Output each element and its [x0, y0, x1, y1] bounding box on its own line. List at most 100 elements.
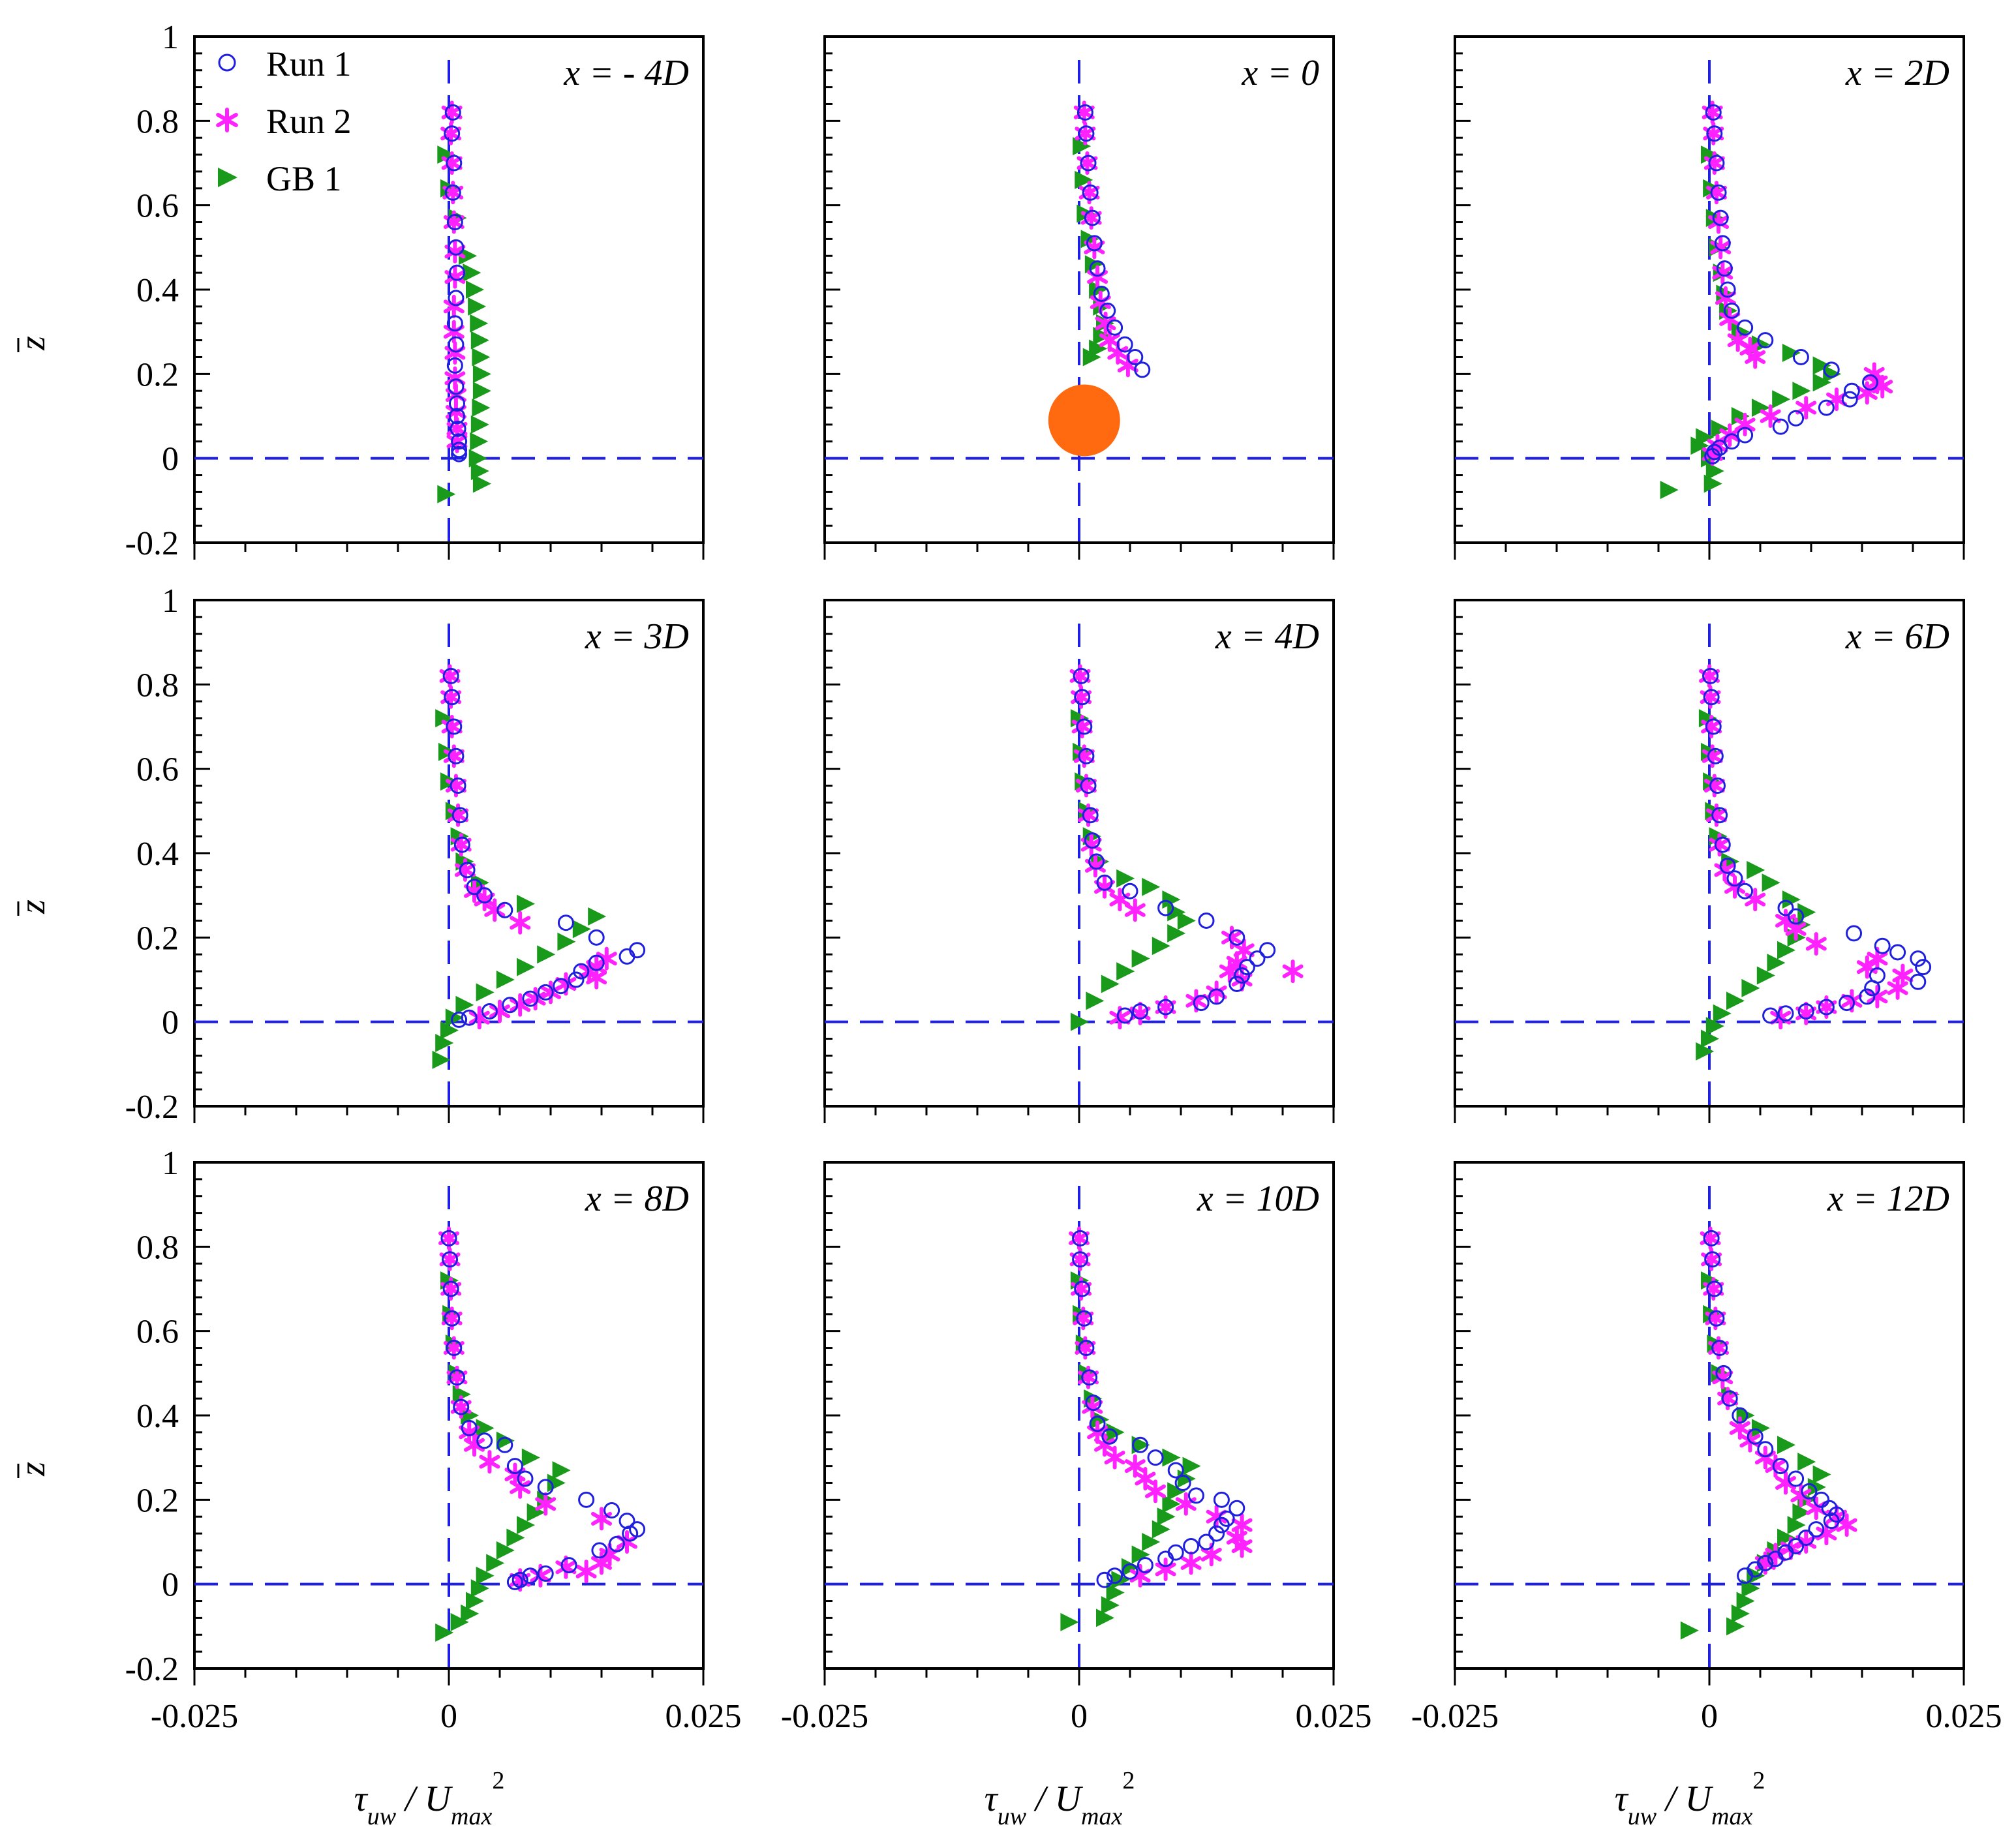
asterisk-stroke [1867, 989, 1888, 1004]
run1-point [1702, 667, 1719, 684]
run1-point [446, 214, 463, 231]
gb1-point [1106, 1583, 1125, 1602]
gb1-point [466, 1592, 484, 1610]
gb1-point [437, 485, 456, 504]
run1-point [1078, 747, 1095, 764]
run2-point [1084, 235, 1105, 260]
run1-point [1726, 870, 1743, 887]
gb1-point [1116, 962, 1135, 981]
run2-point [535, 1492, 557, 1516]
asterisk-stroke [1709, 838, 1730, 852]
run1-point [560, 1557, 577, 1574]
asterisk-stroke [510, 998, 531, 1012]
legend-run1-marker [218, 53, 236, 72]
asterisk-stroke [1705, 808, 1727, 823]
asterisk-stroke [445, 405, 466, 419]
gb1-point [1162, 890, 1181, 909]
x-tick-label: -0.025 [1411, 1698, 1499, 1735]
run2-point [510, 993, 531, 1017]
gb1-point [1777, 941, 1795, 959]
asterisk-stroke [484, 903, 506, 917]
run2-point [1745, 888, 1766, 912]
run2-point [1221, 926, 1242, 950]
run1-point [1127, 348, 1144, 365]
run1-point [453, 1398, 470, 1415]
run1-point [496, 901, 513, 918]
gb1-point [1696, 1042, 1715, 1061]
y-tick-label: 0.8 [136, 667, 179, 704]
gb1-point [445, 1008, 464, 1027]
panel-7: -0.2 0 0.2 0.4 0.6 0.8 1 z -0.025 0 0.025 τuw / Uma… [12, 1145, 742, 1830]
gb1-point [470, 331, 489, 350]
gb1-point [1073, 137, 1092, 156]
gb1-point [1101, 974, 1120, 993]
run2-point [1094, 875, 1115, 899]
gb1-point [1747, 860, 1765, 879]
run2-point [1180, 1551, 1202, 1575]
run1-point [448, 336, 465, 353]
run1-point [1147, 1449, 1164, 1466]
asterisk-stroke [599, 1547, 620, 1562]
run1-point [1080, 155, 1097, 172]
run1-point [1737, 1567, 1754, 1584]
asterisk-stroke [1785, 922, 1807, 936]
asterisk-stroke [1094, 880, 1115, 894]
run1-point [1084, 832, 1101, 849]
panel-label: x = 0 [1241, 53, 1319, 93]
gb1-point [470, 415, 489, 434]
gb1-point [1705, 1017, 1724, 1036]
gb1-point [1797, 903, 1816, 922]
run2-point [510, 911, 531, 935]
run1-point [1703, 689, 1720, 706]
y-tick-label: 0.2 [136, 920, 179, 957]
asterisk-stroke [1715, 291, 1736, 305]
gb1-point [517, 958, 535, 976]
run2-point [1231, 1534, 1253, 1558]
run1-point [573, 963, 590, 980]
run1-point [1076, 718, 1093, 735]
run1-point [517, 1470, 534, 1487]
run1-point [1086, 235, 1103, 252]
gb1-point [435, 709, 454, 728]
asterisk-stroke [444, 346, 466, 360]
gb1-point [588, 907, 607, 926]
run1-point [448, 1369, 465, 1386]
run1-point [622, 1525, 639, 1542]
gb1-point [1767, 954, 1786, 973]
run1-point [1709, 778, 1726, 794]
gb1-point [1741, 1579, 1760, 1598]
gb1-point [1762, 873, 1780, 892]
run1-point [1084, 209, 1101, 226]
asterisk-stroke [510, 916, 531, 930]
run1-point [1721, 1390, 1738, 1407]
asterisk-stroke [1795, 1535, 1817, 1549]
run1-point [442, 1251, 459, 1268]
asterisk-stroke [586, 971, 607, 985]
gb1-point [506, 1528, 525, 1547]
run1-point [1846, 925, 1863, 942]
asterisk-stroke [535, 1497, 557, 1511]
run2-point [1094, 1433, 1115, 1457]
asterisk-stroke [1701, 719, 1722, 734]
run1-point [1808, 1521, 1825, 1538]
asterisk-stroke [464, 884, 485, 898]
run1-point [1229, 1500, 1245, 1517]
run1-point [1737, 319, 1754, 336]
asterisk-stroke [441, 156, 463, 170]
gb1-point [470, 462, 489, 481]
run2-point [1795, 396, 1817, 420]
run1-point [1801, 1483, 1818, 1500]
run1-point [1073, 667, 1090, 684]
run1-point [1708, 1310, 1725, 1327]
run1-point [1777, 899, 1794, 916]
run1-point [1132, 1003, 1149, 1019]
run1-point [1229, 929, 1245, 946]
run1-point [451, 807, 468, 824]
x-axis-title-part: max [1081, 1803, 1122, 1830]
legend-label: Run 2 [266, 102, 352, 141]
y-tick-label: 0 [162, 1004, 179, 1042]
gb1-point [1073, 742, 1092, 761]
run1-point [1096, 874, 1113, 891]
run1-point [1088, 853, 1105, 870]
run1-point [1072, 1251, 1089, 1268]
